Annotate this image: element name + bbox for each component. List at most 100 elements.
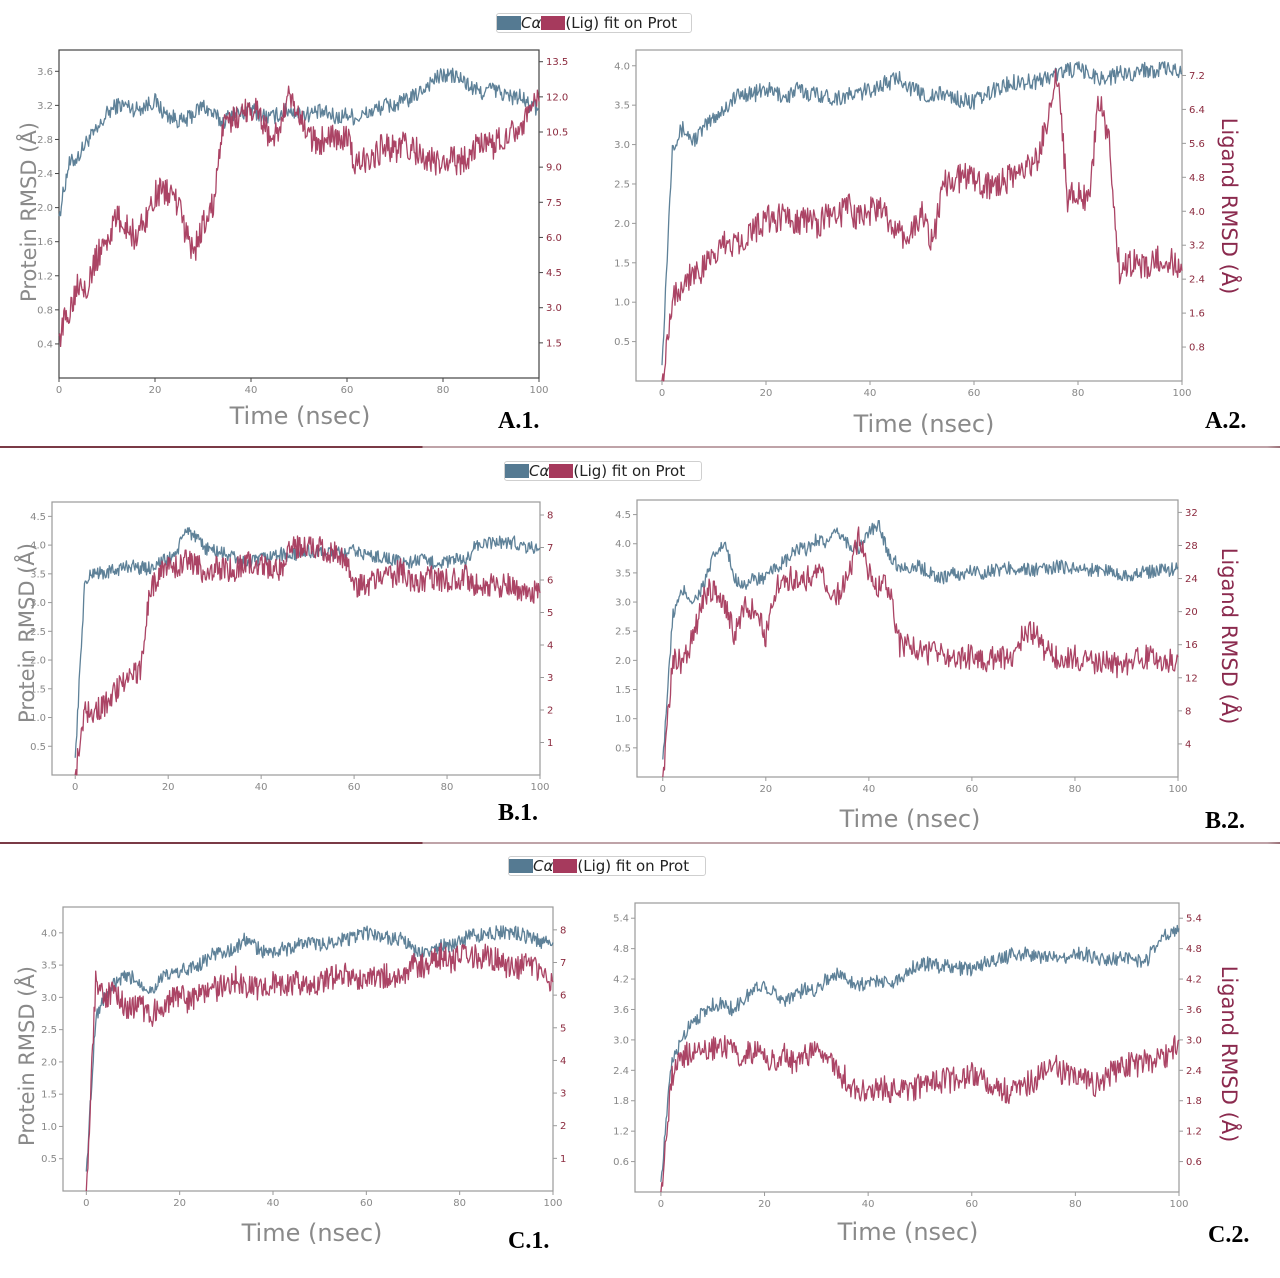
y-right-tick-label: 28 bbox=[1185, 541, 1198, 552]
y-right-tick-label: 0.6 bbox=[1186, 1157, 1202, 1168]
y-right-tick-label: 5.4 bbox=[1186, 914, 1202, 925]
x-axis-label: Time (nsec) bbox=[229, 402, 371, 430]
y-left-tick-label: 0.8 bbox=[37, 305, 53, 316]
y-right-tick-label: 4 bbox=[547, 641, 553, 652]
y-right-tick-label: 4.0 bbox=[1189, 207, 1205, 218]
x-tick-label: 40 bbox=[245, 385, 258, 396]
panel-label-c2: C.2. bbox=[1208, 1222, 1250, 1248]
legend-middle: Cα (Lig) fit on Prot bbox=[504, 461, 702, 481]
series-line-protein bbox=[85, 925, 554, 1172]
x-axis-label: Time (nsec) bbox=[837, 1218, 979, 1246]
y-left-tick-label: 0.5 bbox=[41, 1154, 57, 1165]
y-right-tick-label: 10.5 bbox=[546, 128, 568, 139]
y-left-tick-label: 0.4 bbox=[37, 339, 53, 350]
legend-label-protein: Cα bbox=[533, 857, 554, 875]
panel-label-a2: A.2. bbox=[1205, 408, 1247, 434]
y-right-tick-label: 4.5 bbox=[546, 268, 562, 279]
x-tick-label: 100 bbox=[530, 782, 549, 793]
y-left-tick-label: 2.0 bbox=[37, 203, 53, 214]
y-left-tick-label: 1.0 bbox=[614, 298, 630, 309]
x-tick-label: 60 bbox=[348, 782, 361, 793]
y-right-tick-label: 6 bbox=[560, 991, 566, 1002]
x-tick-label: 100 bbox=[543, 1198, 562, 1209]
y-left-tick-label: 2.5 bbox=[41, 1025, 57, 1036]
panel-label-c1: C.1. bbox=[508, 1228, 550, 1254]
y-right-tick-label: 6.4 bbox=[1189, 105, 1205, 116]
panel-label-b2: B.2. bbox=[1205, 808, 1246, 834]
y-right-tick-label: 5 bbox=[547, 608, 553, 619]
y-left-tick-label: 3.5 bbox=[30, 569, 46, 580]
y-left-tick-label: 2.5 bbox=[615, 627, 631, 638]
plot-frame bbox=[636, 499, 1179, 778]
x-tick-label: 20 bbox=[162, 782, 175, 793]
y-left-tick-label: 4.2 bbox=[613, 975, 629, 986]
y-right-tick-label: 8 bbox=[560, 925, 566, 936]
legend-swatch-protein bbox=[505, 464, 529, 478]
y-right-tick-label: 7 bbox=[547, 543, 553, 554]
series-line-protein bbox=[662, 519, 1179, 760]
y-right-tick-label: 1 bbox=[547, 738, 553, 749]
series-line-ligand bbox=[58, 85, 540, 348]
y-right-tick-label: 20 bbox=[1185, 607, 1198, 618]
y-right-tick-label: 6.0 bbox=[546, 233, 562, 244]
y-right-tick-label: 3.0 bbox=[1186, 1035, 1202, 1046]
y-axis-label-left: Protein RMSD (Å) bbox=[15, 122, 41, 302]
y-right-tick-label: 1.6 bbox=[1189, 309, 1205, 320]
x-tick-label: 40 bbox=[862, 784, 875, 795]
y-left-tick-label: 1.2 bbox=[613, 1127, 629, 1138]
series-line-ligand bbox=[74, 535, 541, 776]
x-tick-label: 60 bbox=[360, 1198, 373, 1209]
y-left-tick-label: 2.5 bbox=[614, 179, 630, 190]
y-left-tick-label: 3.0 bbox=[615, 598, 631, 609]
y-right-tick-label: 8 bbox=[547, 511, 553, 522]
x-tick-label: 20 bbox=[760, 388, 773, 399]
y-left-tick-label: 3.5 bbox=[614, 101, 630, 112]
y-left-tick-label: 3.0 bbox=[30, 598, 46, 609]
y-right-tick-label: 7.2 bbox=[1189, 71, 1205, 82]
series-line-ligand bbox=[660, 1034, 1180, 1193]
series-line-protein bbox=[58, 67, 540, 217]
y-right-tick-label: 5 bbox=[560, 1023, 566, 1034]
x-tick-label: 40 bbox=[864, 388, 877, 399]
y-left-tick-label: 1.5 bbox=[615, 685, 631, 696]
y-left-tick-label: 4.0 bbox=[614, 61, 630, 72]
legend-label-ligand: (Lig) fit on Prot bbox=[577, 857, 690, 875]
x-tick-label: 40 bbox=[255, 782, 268, 793]
y-left-tick-label: 0.5 bbox=[614, 337, 630, 348]
y-left-tick-label: 3.5 bbox=[615, 568, 631, 579]
y-axis-label-right: Ligand RMSD (Å) bbox=[1217, 118, 1243, 295]
y-left-tick-label: 1.0 bbox=[615, 714, 631, 725]
y-left-tick-label: 3.5 bbox=[41, 961, 57, 972]
y-right-tick-label: 3 bbox=[560, 1089, 566, 1100]
y-left-tick-label: 5.4 bbox=[613, 914, 629, 925]
legend-swatch-protein bbox=[497, 16, 521, 30]
x-tick-label: 80 bbox=[1069, 1199, 1082, 1210]
x-tick-label: 100 bbox=[529, 385, 548, 396]
x-tick-label: 40 bbox=[862, 1199, 875, 1210]
panel-label-b1: B.1. bbox=[498, 800, 539, 826]
y-right-tick-label: 4.8 bbox=[1186, 944, 1202, 955]
y-left-tick-label: 1.2 bbox=[37, 271, 53, 282]
y-left-tick-label: 4.5 bbox=[615, 510, 631, 521]
y-right-tick-label: 2.4 bbox=[1189, 275, 1205, 286]
y-right-tick-label: 12.0 bbox=[546, 92, 568, 103]
y-right-tick-label: 4.2 bbox=[1186, 975, 1202, 986]
y-left-tick-label: 3.0 bbox=[613, 1035, 629, 1046]
y-right-tick-label: 12 bbox=[1185, 673, 1198, 684]
x-tick-label: 80 bbox=[441, 782, 454, 793]
y-left-tick-label: 3.6 bbox=[37, 67, 53, 78]
x-axis-label: Time (nsec) bbox=[241, 1219, 383, 1247]
y-right-tick-label: 13.5 bbox=[546, 57, 568, 68]
plot-frame bbox=[51, 501, 541, 776]
y-left-tick-label: 1.8 bbox=[613, 1096, 629, 1107]
x-tick-label: 0 bbox=[83, 1198, 89, 1209]
x-tick-label: 20 bbox=[173, 1198, 186, 1209]
x-tick-label: 60 bbox=[966, 784, 979, 795]
legend-swatch-ligand bbox=[541, 16, 566, 30]
